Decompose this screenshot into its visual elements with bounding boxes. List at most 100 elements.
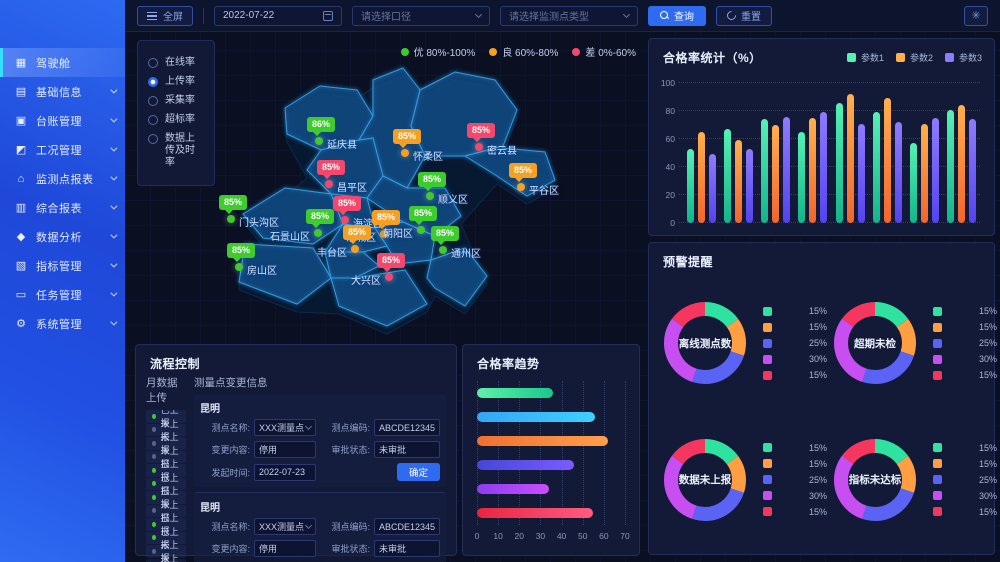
upload-status-row[interactable]: 未上报 [146, 540, 186, 562]
bar[interactable] [772, 125, 780, 223]
date-picker[interactable]: 2022-07-22 [214, 5, 342, 26]
status-dot-icon [152, 535, 156, 541]
donut-legend-item: 30% [933, 354, 997, 364]
bar[interactable] [798, 132, 806, 223]
sidebar-item-驾驶舱[interactable]: ▦ 驾驶舱 [0, 48, 125, 77]
bar[interactable] [709, 154, 717, 223]
point-code-field[interactable]: ABCDE12345 [374, 518, 440, 535]
bar[interactable] [477, 412, 596, 422]
donut-legend-value: 15% [978, 506, 997, 517]
map-zone: 在线率 上传率 采集率 超标率 数据上传及时率 优 80%-100% 良 60%-80% 差… [135, 38, 640, 343]
form-label: 测点编码: [331, 522, 370, 532]
confirm-button[interactable]: 确定 [396, 463, 440, 481]
bar[interactable] [946, 109, 954, 223]
change-content-field[interactable]: 停用 [254, 441, 316, 458]
bar[interactable] [746, 148, 754, 223]
upload-status-row[interactable]: 未上报 [146, 554, 186, 562]
bar[interactable] [735, 140, 743, 223]
sidebar-item-数据分析[interactable]: ◆ 数据分析 [0, 222, 125, 251]
bar[interactable] [477, 388, 554, 398]
donut-chart[interactable]: 数据未上报 [657, 432, 753, 528]
gridline [603, 381, 605, 525]
bar[interactable] [883, 98, 891, 223]
donut-legend-item: 15% [763, 370, 827, 380]
monthly-upload-list: 已上报未上报未上报未上报已上报已上报已上报未上报已上报已上报未上报未上报未上报 [146, 410, 186, 562]
point-type-select[interactable]: 请选择监测点类型 [500, 5, 638, 26]
donut-legend-value: 30% [808, 490, 827, 501]
point-name-select[interactable]: XXX测量点 [254, 419, 316, 436]
sidebar-item-基础信息[interactable]: ▤ 基础信息 [0, 77, 125, 106]
bar[interactable] [957, 105, 965, 223]
metric-radio-超标率[interactable]: 超标率 [148, 114, 204, 126]
sidebar-item-指标管理[interactable]: ▧ 指标管理 [0, 251, 125, 280]
bar[interactable] [846, 94, 854, 223]
bar[interactable] [783, 116, 791, 223]
district-name-label: 顺义区 [438, 195, 468, 206]
upload-status-row[interactable]: 已上报 [146, 486, 186, 509]
upload-status-row[interactable]: 已上报 [146, 459, 186, 482]
bar[interactable] [761, 119, 769, 223]
donut-chart[interactable]: 指标未达标 [827, 432, 923, 528]
upload-status-row[interactable]: 未上报 [146, 500, 186, 523]
metric-radio-数据上传及时率[interactable]: 数据上传及时率 [148, 133, 204, 169]
search-button[interactable]: 查询 [648, 5, 706, 26]
radio-icon [148, 115, 158, 125]
donut-legend: 15% 15% 25% 30% 15% [933, 300, 997, 386]
bar[interactable] [477, 436, 609, 446]
approval-status-field[interactable]: 未审批 [374, 441, 440, 458]
sidebar-item-台账管理[interactable]: ▣ 台账管理 [0, 106, 125, 135]
reset-button[interactable]: 重置 [716, 5, 772, 26]
bar[interactable] [820, 112, 828, 223]
metric-radio-在线率[interactable]: 在线率 [148, 57, 204, 69]
upload-status-row[interactable]: 未上报 [146, 432, 186, 455]
metric-radio-上传率[interactable]: 上传率 [148, 76, 204, 88]
donut-chart[interactable]: 离线测点数 [657, 295, 753, 391]
form-label: 测点名称: [211, 522, 250, 532]
bar[interactable] [920, 123, 928, 223]
metric-radio-采集率[interactable]: 采集率 [148, 95, 204, 107]
bar[interactable] [857, 123, 865, 223]
bar[interactable] [477, 460, 575, 470]
bar[interactable] [698, 132, 706, 223]
sidebar-item-工况管理[interactable]: ◩ 工况管理 [0, 135, 125, 164]
sidebar-item-综合报表[interactable]: ▥ 综合报表 [0, 193, 125, 222]
start-time-field[interactable]: 2022-07-23 [254, 463, 316, 481]
district-name-label: 延庆县 [327, 140, 357, 151]
bar[interactable] [931, 118, 939, 223]
upload-status-row[interactable]: 未上报 [146, 419, 186, 442]
sidebar-item-系统管理[interactable]: ⚙ 系统管理 [0, 309, 125, 338]
upload-status-row[interactable]: 已上报 [146, 410, 186, 428]
donut-chart[interactable]: 超期未检 [827, 295, 923, 391]
caliber-select[interactable]: 请选择口径 [352, 5, 490, 26]
chevron-down-icon [110, 289, 118, 297]
district-value-badge: 85% [409, 206, 438, 225]
sidebar-item-监测点报表[interactable]: ⌂ 监测点报表 [0, 164, 125, 193]
bar[interactable] [724, 129, 732, 223]
approval-status-field[interactable]: 未审批 [374, 540, 440, 557]
upload-status-row[interactable]: 已上报 [146, 513, 186, 536]
sidebar-item-任务管理[interactable]: ▭ 任务管理 [0, 280, 125, 309]
date-value: 2022-07-22 [223, 10, 275, 21]
legend-swatch-icon [763, 459, 772, 469]
bar[interactable] [477, 508, 594, 518]
bar[interactable] [809, 118, 817, 223]
monthly-upload-title: 月数据上传 [146, 377, 178, 404]
point-code-field[interactable]: ABCDE12345 [374, 419, 440, 436]
donut-legend-item: 25% [933, 475, 997, 485]
bar[interactable] [687, 148, 695, 223]
donut-legend-item: 15% [763, 306, 827, 316]
upload-status-row[interactable]: 已上报 [146, 473, 186, 496]
bar[interactable] [909, 143, 917, 223]
point-name-select[interactable]: XXX测量点 [254, 518, 316, 535]
change-content-field[interactable]: 停用 [254, 540, 316, 557]
upload-status-row[interactable]: 未上报 [146, 446, 186, 469]
bar[interactable] [968, 119, 976, 223]
upload-status-row[interactable]: 已上报 [146, 527, 186, 550]
fullscreen-button[interactable]: 全屏 [137, 5, 193, 26]
bar[interactable] [835, 102, 843, 223]
bar[interactable] [477, 484, 549, 494]
bar[interactable] [894, 122, 902, 223]
theme-toggle-button[interactable]: ✳ [964, 5, 988, 26]
topbar: 全屏 2022-07-22 请选择口径 请选择监测点类型 查询 重置 [125, 0, 1000, 32]
bar[interactable] [872, 112, 880, 223]
